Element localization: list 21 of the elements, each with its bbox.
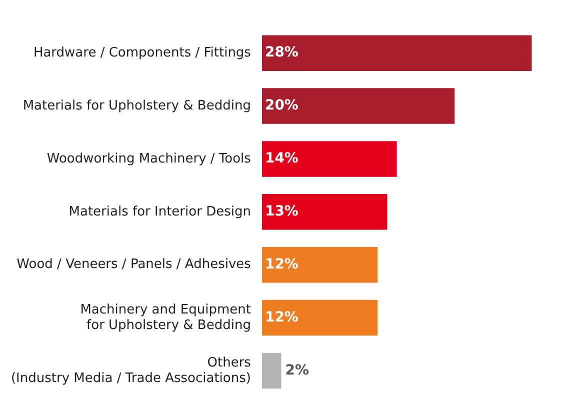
y-tick-label: Hardware / Components / Fittings: [33, 45, 252, 60]
data-label: 13%: [264, 204, 298, 220]
bar: [262, 352, 282, 389]
data-label: 12%: [264, 309, 298, 326]
data-label: 12%: [264, 256, 298, 272]
bar: [262, 246, 378, 283]
bar: [262, 35, 532, 71]
bar: [262, 300, 378, 336]
y-tick-label: Wood / Veneers / Panels / Adhesives: [16, 257, 252, 272]
y-tick-label: Others (Industry Media / Trade Associations): [10, 355, 252, 386]
bar: [262, 194, 388, 230]
y-tick-label: Machinery and Equipment for Upholstery & Bedding: [80, 302, 251, 333]
data-label: 20%: [264, 98, 298, 114]
data-label: 2%: [285, 362, 310, 378]
data-label: 28%: [264, 44, 298, 61]
y-tick-label: Materials for Upholstery & Bedding: [22, 98, 251, 114]
bar: [262, 141, 397, 177]
y-tick-label: Woodworking Machinery / Tools: [46, 151, 252, 166]
y-tick-label: Materials for Interior Design: [68, 204, 251, 220]
data-label: 14%: [264, 150, 298, 167]
bar: [262, 88, 455, 124]
